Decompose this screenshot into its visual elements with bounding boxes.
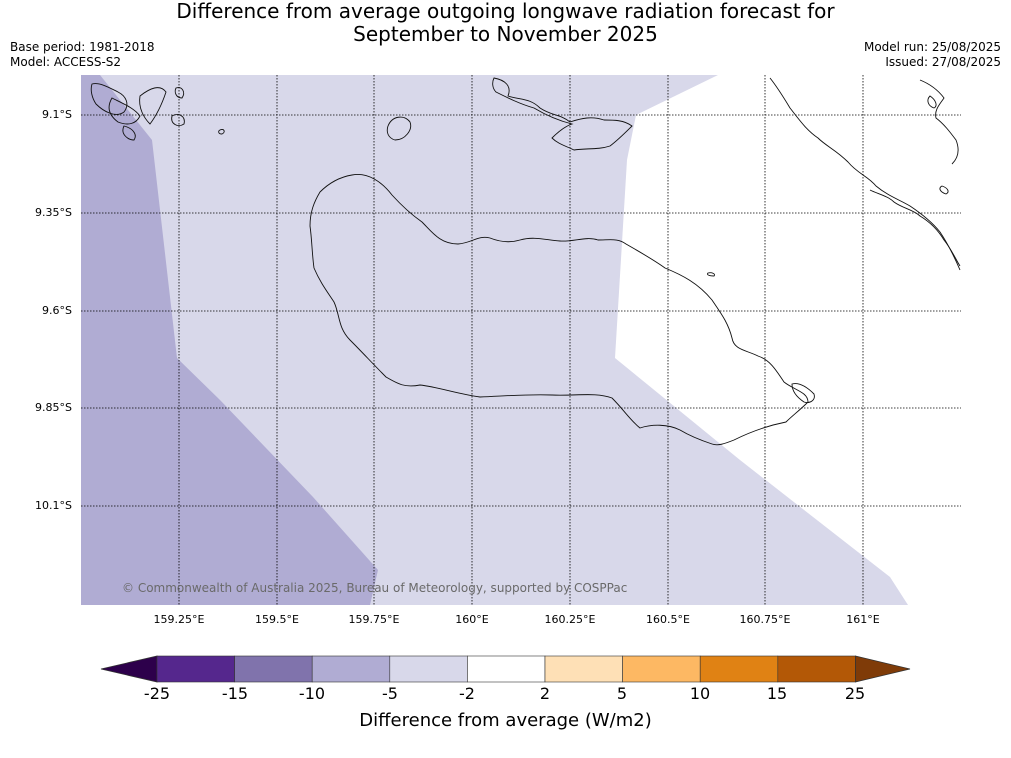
lat-label-2: 9.35°S [35, 206, 72, 219]
base-period-text: Base period: 1981-2018 [10, 40, 155, 54]
colorbar-segment [777, 655, 856, 683]
colorbar-under-arrow [100, 655, 158, 683]
colorbar-label: Difference from average (W/m2) [359, 710, 652, 731]
lat-label-4: 9.85°S [35, 401, 72, 414]
region-medium-purple [81, 75, 378, 605]
lon-label-8: 161°E [846, 613, 880, 626]
issued-text: Issued: 27/08/2025 [885, 55, 1001, 69]
meta-left: Base period: 1981-2018 Model: ACCESS-S2 [10, 40, 155, 70]
graticule [81, 75, 961, 605]
colorbar-tick-3: -10 [298, 684, 326, 703]
copyright-text: © Commonwealth of Australia 2025, Bureau… [122, 581, 627, 595]
colorbar-segment [544, 655, 623, 683]
colorbar-tick-1: -25 [143, 684, 171, 703]
colorbar-segment [311, 655, 391, 683]
colorbar-tick-6: 2 [539, 684, 551, 703]
colorbar-segment [622, 655, 701, 683]
model-run-text: Model run: 25/08/2025 [863, 40, 1001, 54]
colorbar-segment [156, 655, 235, 683]
title-line-2: September to November 2025 [353, 22, 658, 46]
lon-label-2: 159.5°E [255, 613, 299, 626]
lat-label-3: 9.6°S [42, 304, 72, 317]
colorbar-segment [389, 655, 468, 683]
forecast-map: © Commonwealth of Australia 2025, Bureau… [81, 75, 961, 605]
lon-label-4: 160°E [455, 613, 489, 626]
lat-label-1: 9.1°S [42, 108, 72, 121]
lon-label-5: 160.25°E [544, 613, 596, 626]
colorbar-segment [234, 655, 313, 683]
colorbar-tick-9: 15 [766, 684, 788, 703]
model-text: Model: ACCESS-S2 [10, 55, 122, 69]
lon-label-6: 160.5°E [646, 613, 690, 626]
colorbar-segment [467, 655, 546, 683]
colorbar-over-arrow [855, 655, 911, 683]
colorbar-segment [699, 655, 779, 683]
meta-right: Model run: 25/08/2025 Issued: 27/08/2025 [864, 40, 1001, 70]
colorbar-tick-2: -15 [221, 684, 249, 703]
chart-title: Difference from average outgoing longwav… [0, 0, 1011, 46]
lat-label-5: 10.1°S [35, 499, 72, 512]
coastlines [90, 77, 961, 446]
colorbar-tick-5: -2 [459, 684, 475, 703]
colorbar-tick-10: 25 [844, 684, 866, 703]
colorbar-tick-7: 5 [616, 684, 628, 703]
lon-label-1: 159.25°E [153, 613, 205, 626]
colorbar-tick-4: -5 [382, 684, 398, 703]
colorbar-tick-8: 10 [689, 684, 711, 703]
lon-label-7: 160.75°E [739, 613, 791, 626]
title-line-1: Difference from average outgoing longwav… [176, 0, 835, 23]
lon-label-3: 159.75°E [348, 613, 400, 626]
